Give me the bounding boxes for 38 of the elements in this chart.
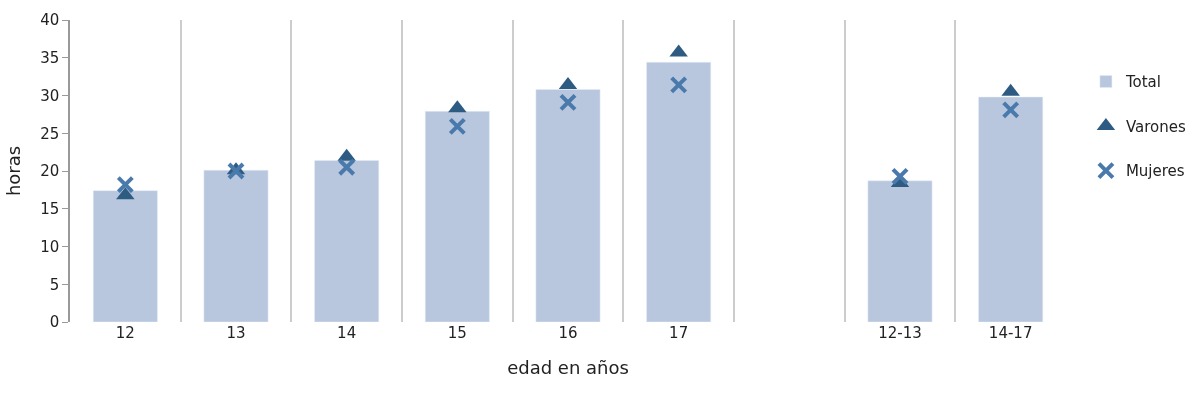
point — [891, 167, 909, 186]
y-tick-label: 0 — [49, 313, 60, 332]
bar — [867, 180, 933, 322]
x-tick-label: 16 — [558, 324, 578, 342]
y-tick-label: 35 — [40, 49, 60, 67]
point — [559, 93, 577, 112]
point — [448, 117, 467, 136]
bar — [978, 96, 1044, 322]
point — [116, 175, 135, 194]
legend-label: Mujeres — [1125, 162, 1185, 181]
point — [1001, 100, 1020, 119]
bar — [203, 170, 269, 322]
point — [337, 158, 356, 177]
bar — [535, 89, 601, 322]
bar — [314, 160, 380, 322]
bar — [92, 190, 158, 322]
legend-label: Total — [1124, 73, 1161, 92]
x-axis-title: edad en años — [507, 357, 629, 379]
x-tick-label: 13 — [226, 324, 246, 342]
point — [227, 162, 245, 180]
y-tick-label: 20 — [40, 162, 60, 181]
bar — [646, 62, 712, 322]
point — [669, 75, 688, 94]
x-tick-label: 14-17 — [988, 324, 1033, 342]
y-tick-label: 40 — [40, 11, 60, 30]
y-tick-label: 25 — [40, 124, 60, 143]
x-tick-label: 12-13 — [878, 324, 922, 342]
y-tick-label: 10 — [40, 237, 60, 256]
y-tick-label: 15 — [40, 200, 60, 218]
y-tick-label: 5 — [49, 275, 60, 294]
bar — [424, 111, 490, 322]
y-tick-label: 30 — [40, 86, 60, 105]
x-tick-label: 15 — [447, 324, 467, 342]
legend-label: Varones — [1125, 117, 1186, 136]
x-tick-label: 14 — [337, 324, 357, 342]
x-tick-label: 12 — [115, 324, 135, 342]
x-tick-label: 17 — [669, 324, 689, 342]
y-axis-title: horas — [2, 145, 24, 197]
